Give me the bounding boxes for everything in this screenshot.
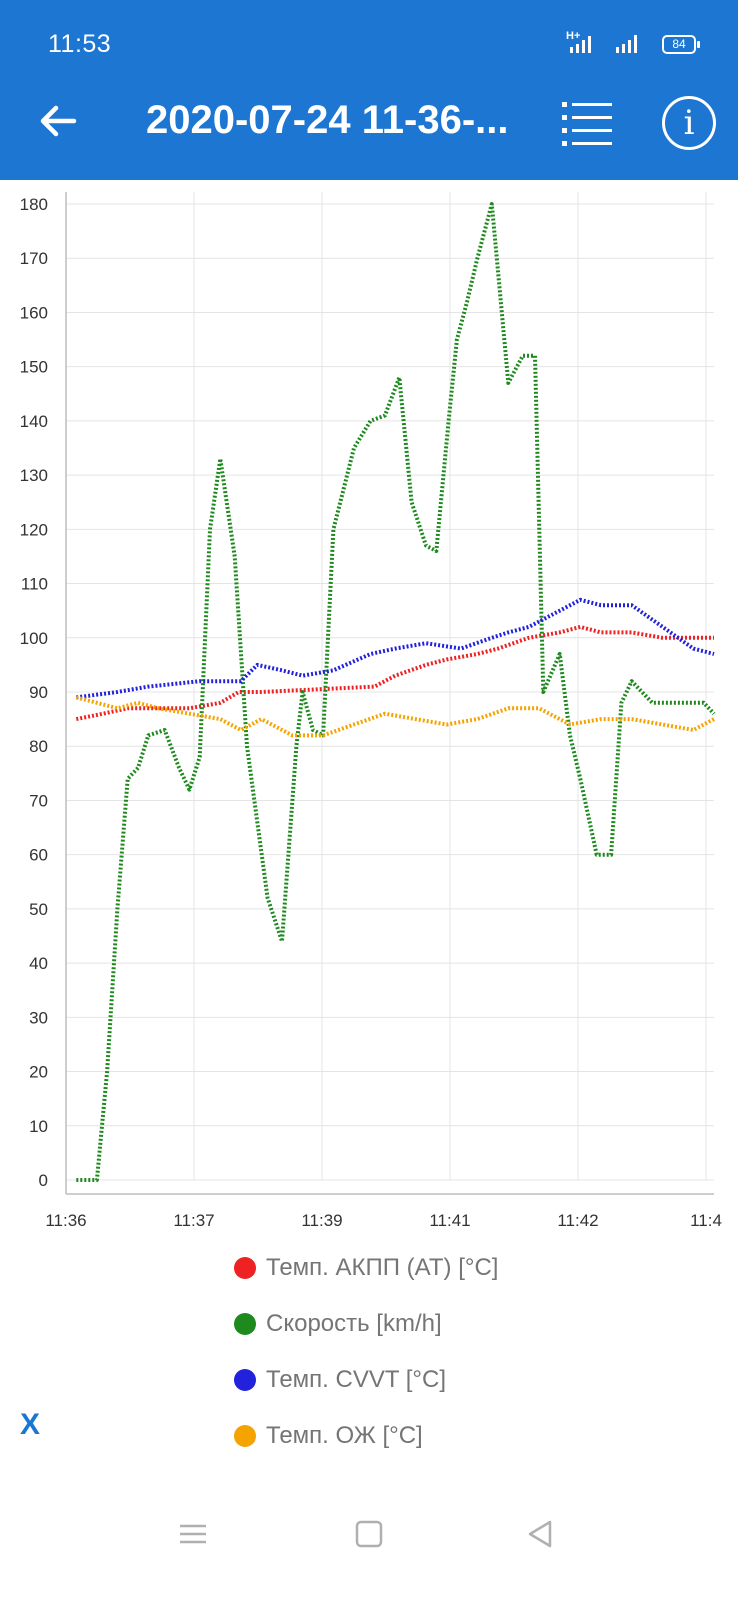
signal-h-plus-icon — [570, 36, 591, 53]
legend-color-dot — [234, 1369, 256, 1391]
system-nav-bar — [0, 1496, 738, 1600]
series-line-1 — [76, 202, 716, 1182]
y-tick-label: 90 — [29, 683, 48, 702]
legend-color-dot — [234, 1257, 256, 1279]
y-tick-label: 10 — [29, 1117, 48, 1136]
info-icon[interactable]: i — [662, 96, 716, 150]
page-title: 2020-07-24 11-36-... — [146, 98, 509, 142]
y-tick-label: 80 — [29, 737, 48, 756]
x-tick-label: 11:4 — [690, 1211, 722, 1230]
legend-item[interactable]: Темп. ОЖ [°C] — [234, 1416, 423, 1456]
triangle-back-icon[interactable] — [520, 1514, 562, 1554]
back-button[interactable] — [34, 96, 84, 146]
y-tick-label: 70 — [29, 791, 48, 810]
series-line-0 — [75, 624, 714, 722]
x-tick-label: 11:41 — [429, 1211, 470, 1230]
status-time: 11:53 — [48, 30, 112, 58]
y-tick-label: 170 — [20, 249, 48, 268]
y-tick-label: 110 — [21, 575, 48, 594]
legend-color-dot — [234, 1313, 256, 1335]
y-tick-label: 150 — [20, 358, 48, 377]
x-tick-label: 11:36 — [45, 1211, 86, 1230]
y-tick-label: 160 — [20, 303, 48, 322]
y-tick-label: 0 — [39, 1171, 48, 1190]
legend-color-dot — [234, 1425, 256, 1447]
list-icon — [562, 102, 612, 146]
y-tick-label: 30 — [29, 1008, 48, 1027]
series-line-3 — [75, 695, 715, 738]
legend-close-button[interactable]: X — [20, 1408, 41, 1441]
y-tick-label: 50 — [29, 900, 48, 919]
line-chart[interactable]: 0 10 20 30 40 50 60 70 80 90 100 110 120 130 140 150 160… — [0, 180, 738, 1270]
y-tick-label: 60 — [29, 846, 48, 865]
square-home-icon[interactable] — [348, 1514, 390, 1554]
y-tick-label: 140 — [20, 412, 48, 431]
legend-label: Темп. АКПП (AT) [°C] — [266, 1254, 499, 1281]
legend-label: Темп. ОЖ [°C] — [266, 1422, 423, 1449]
signal-icon — [616, 35, 637, 53]
series-line-2 — [76, 597, 715, 700]
legend-label: Скорость [km/h] — [266, 1310, 442, 1337]
x-tick-label: 11:42 — [557, 1211, 598, 1230]
y-tick-label: 20 — [29, 1063, 48, 1082]
arrow-left-icon — [40, 105, 77, 137]
x-tick-label: 11:39 — [301, 1211, 342, 1230]
legend-item[interactable]: Темп. АКПП (AT) [°C] — [234, 1248, 498, 1288]
y-tick-label: 100 — [20, 629, 48, 648]
app-bar: 11:53 H+ 84 2020-07-24 11-36-... i — [0, 0, 738, 180]
battery-icon: 84 — [662, 35, 700, 54]
y-tick-label: 120 — [20, 520, 48, 539]
legend-label: Темп. CVVT [°C] — [266, 1366, 446, 1393]
list-button[interactable] — [560, 98, 616, 150]
y-tick-label: 130 — [20, 466, 48, 485]
y-tick-label: 40 — [29, 954, 48, 973]
menu-icon[interactable] — [172, 1514, 214, 1554]
legend-item[interactable]: Темп. CVVT [°C] — [234, 1360, 446, 1400]
x-tick-label: 11:37 — [173, 1211, 214, 1230]
y-tick-label: 180 — [20, 195, 48, 214]
status-network-label: H+ — [566, 30, 581, 42]
legend-item[interactable]: Скорость [km/h] — [234, 1304, 442, 1344]
